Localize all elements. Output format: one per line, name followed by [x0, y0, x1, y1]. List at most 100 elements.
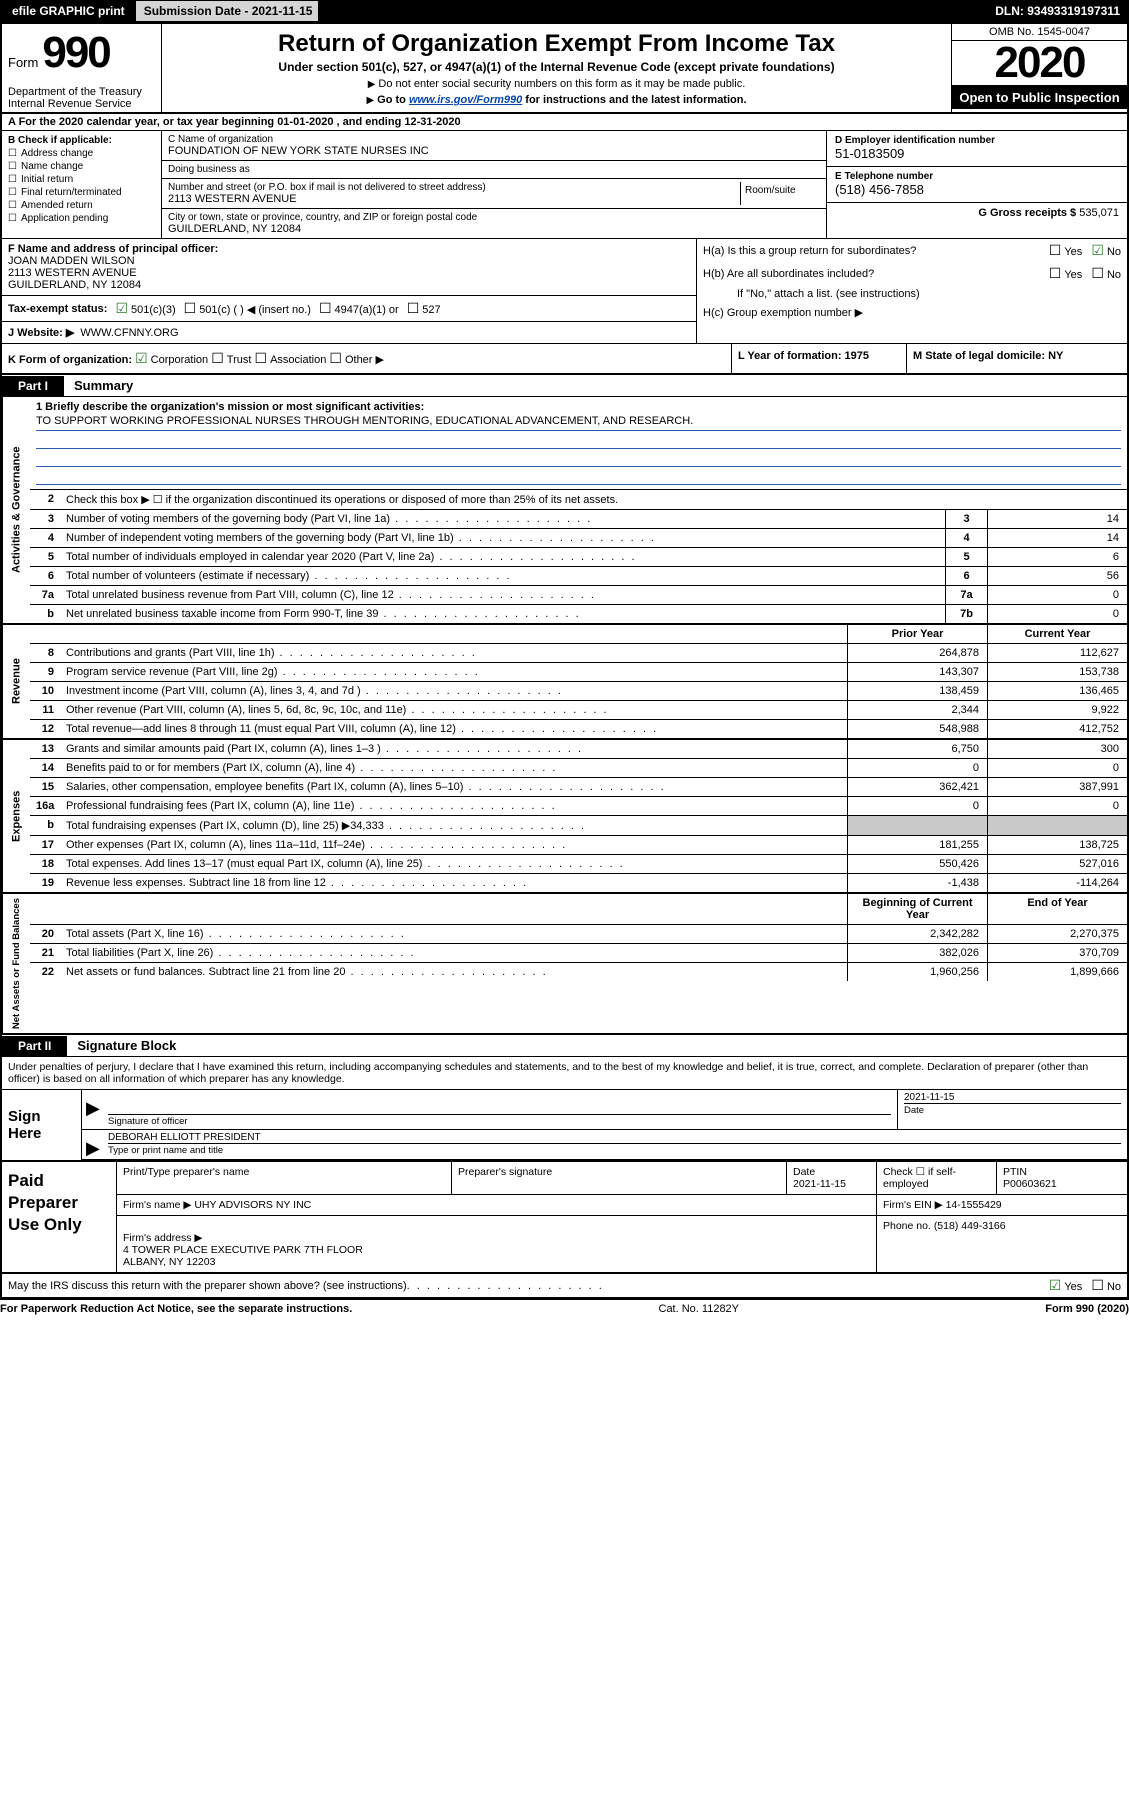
- part2-title: Signature Block: [67, 1035, 186, 1056]
- chk-4947[interactable]: 4947(a)(1) or: [319, 300, 399, 317]
- phone-label: E Telephone number: [835, 171, 1119, 182]
- summary-row: 17Other expenses (Part IX, column (A), l…: [30, 836, 1127, 855]
- form-title: Return of Organization Exempt From Incom…: [172, 30, 941, 58]
- summary-row: 7aTotal unrelated business revenue from …: [30, 586, 1127, 605]
- section-net-assets: Net Assets or Fund Balances Beginning of…: [2, 894, 1127, 1033]
- chk-527[interactable]: 527: [407, 300, 441, 317]
- mission-blank-1: [36, 431, 1121, 449]
- firm-name-val: UHY ADVISORS NY INC: [194, 1199, 311, 1211]
- form-header: Form 990 Department of the Treasury Inte…: [2, 24, 1127, 114]
- self-employed-chk[interactable]: Check ☐ if self-employed: [877, 1162, 997, 1194]
- hb-yes[interactable]: Yes: [1049, 265, 1083, 282]
- paperwork-footer: For Paperwork Reduction Act Notice, see …: [0, 1299, 1129, 1318]
- summary-row: 3Number of voting members of the governi…: [30, 510, 1127, 529]
- room-suite: Room/suite: [740, 182, 820, 205]
- perjury-statement: Under penalties of perjury, I declare th…: [2, 1057, 1127, 1090]
- form-outer: Form 990 Department of the Treasury Inte…: [0, 22, 1129, 1299]
- firm-addr-val: 4 TOWER PLACE EXECUTIVE PARK 7TH FLOOR A…: [123, 1244, 363, 1268]
- sign-here-label: Sign Here: [2, 1090, 82, 1160]
- summary-row: 8Contributions and grants (Part VIII, li…: [30, 644, 1127, 663]
- section-expenses: Expenses 13Grants and similar amounts pa…: [2, 740, 1127, 894]
- vlabel-net: Net Assets or Fund Balances: [2, 894, 30, 1033]
- chk-trust[interactable]: Trust: [211, 350, 251, 367]
- h-b-note: If "No," attach a list. (see instruction…: [697, 285, 1127, 303]
- phone-value: (518) 456-7858: [835, 182, 1119, 197]
- chk-501c3[interactable]: 501(c)(3): [115, 300, 175, 317]
- summary-row: 5Total number of individuals employed in…: [30, 548, 1127, 567]
- discuss-no[interactable]: No: [1091, 1277, 1121, 1294]
- open-to-public: Open to Public Inspection: [952, 86, 1127, 109]
- part1-tab: Part I: [2, 376, 64, 396]
- vlabel-expenses: Expenses: [2, 740, 30, 892]
- prep-sig-hdr: Preparer's signature: [452, 1162, 787, 1194]
- top-bar: efile GRAPHIC print Submission Date - 20…: [0, 0, 1129, 22]
- chk-address-change[interactable]: Address change: [8, 148, 155, 159]
- prep-date-hdr: Date: [793, 1166, 815, 1178]
- sig-officer-label: Signature of officer: [108, 1114, 891, 1127]
- summary-row: 6Total number of volunteers (estimate if…: [30, 567, 1127, 586]
- submission-label: Submission Date - 2021-11-15: [138, 4, 319, 18]
- c-label: C Name of organization: [168, 134, 820, 145]
- part1-header: Part I Summary: [2, 375, 1127, 397]
- firm-phone-lbl: Phone no.: [883, 1220, 931, 1232]
- chk-corporation[interactable]: Corporation: [135, 350, 208, 367]
- summary-row: 15Salaries, other compensation, employee…: [30, 778, 1127, 797]
- summary-row: 18Total expenses. Add lines 13–17 (must …: [30, 855, 1127, 874]
- summary-row: 22Net assets or fund balances. Subtract …: [30, 963, 1127, 981]
- part2-header: Part II Signature Block: [2, 1033, 1127, 1057]
- ein-label: D Employer identification number: [835, 135, 1119, 146]
- gross-receipts: 535,071: [1079, 207, 1119, 219]
- chk-application-pending[interactable]: Application pending: [8, 213, 155, 224]
- prep-name-hdr: Print/Type preparer's name: [117, 1162, 452, 1194]
- h-b-label: H(b) Are all subordinates included?: [703, 268, 874, 280]
- ha-no[interactable]: No: [1091, 242, 1121, 259]
- mission-blank-2: [36, 449, 1121, 467]
- mission-blank-3: [36, 467, 1121, 485]
- chk-name-change[interactable]: Name change: [8, 161, 155, 172]
- dln-label: DLN: 93493319197311: [987, 1, 1128, 21]
- chk-501c[interactable]: 501(c) ( ) ◀ (insert no.): [184, 300, 311, 317]
- paid-preparer-block: Paid Preparer Use Only Print/Type prepar…: [2, 1160, 1127, 1274]
- prep-date-val: 2021-11-15: [793, 1178, 846, 1190]
- header-left: Form 990 Department of the Treasury Inte…: [2, 24, 162, 112]
- summary-row: 12Total revenue—add lines 8 through 11 (…: [30, 720, 1127, 738]
- sig-date-label: Date: [904, 1103, 1121, 1116]
- chk-amended-return[interactable]: Amended return: [8, 200, 155, 211]
- tax-exempt-status: Tax-exempt status: 501(c)(3) 501(c) ( ) …: [2, 296, 696, 322]
- form-number: 990: [42, 28, 109, 78]
- header-right: OMB No. 1545-0047 2020 Open to Public In…: [952, 24, 1127, 112]
- summary-row: 19Revenue less expenses. Subtract line 1…: [30, 874, 1127, 892]
- part2-tab: Part II: [2, 1036, 67, 1056]
- firm-addr-lbl: Firm's address ▶: [123, 1232, 203, 1244]
- summary-row: 9Program service revenue (Part VIII, lin…: [30, 663, 1127, 682]
- chk-initial-return[interactable]: Initial return: [8, 174, 155, 185]
- gross-label: G Gross receipts $: [978, 207, 1079, 219]
- chk-association[interactable]: Association: [255, 350, 327, 367]
- officer-name: DEBORAH ELLIOTT PRESIDENT: [108, 1132, 1121, 1143]
- right-block-deg: D Employer identification number 51-0183…: [827, 131, 1127, 238]
- name-block: C Name of organization FOUNDATION OF NEW…: [162, 131, 827, 238]
- ha-yes[interactable]: Yes: [1049, 242, 1083, 259]
- chk-final-return[interactable]: Final return/terminated: [8, 187, 155, 198]
- state-domicile: M State of legal domicile: NY: [907, 344, 1127, 373]
- part1-title: Summary: [64, 375, 143, 396]
- instructions-link[interactable]: www.irs.gov/Form990: [409, 94, 522, 106]
- year-formation: L Year of formation: 1975: [732, 344, 907, 373]
- dba-label: Doing business as: [168, 164, 820, 175]
- section-revenue: Revenue Prior Year Current Year 8Contrib…: [2, 625, 1127, 740]
- mission-question: 1 Briefly describe the organization's mi…: [36, 401, 1121, 413]
- form-subtitle: Under section 501(c), 527, or 4947(a)(1)…: [172, 60, 941, 74]
- firm-ein-val: 14-1555429: [946, 1199, 1002, 1211]
- discuss-yes[interactable]: Yes: [1049, 1277, 1083, 1294]
- efile-button[interactable]: efile GRAPHIC print: [1, 0, 136, 22]
- firm-name-lbl: Firm's name ▶: [123, 1199, 191, 1211]
- firm-ein-lbl: Firm's EIN ▶: [883, 1199, 943, 1211]
- form-ref: Form 990 (2020): [1045, 1303, 1129, 1315]
- chk-other[interactable]: Other ▶: [329, 350, 384, 367]
- hb-no[interactable]: No: [1091, 265, 1121, 282]
- section-governance: Activities & Governance 1 Briefly descri…: [2, 397, 1127, 625]
- revenue-col-headers: Prior Year Current Year: [30, 625, 1127, 644]
- city-label: City or town, state or province, country…: [168, 212, 820, 223]
- summary-row: 2Check this box ▶ ☐ if the organization …: [30, 490, 1127, 510]
- vlabel-governance: Activities & Governance: [2, 397, 30, 623]
